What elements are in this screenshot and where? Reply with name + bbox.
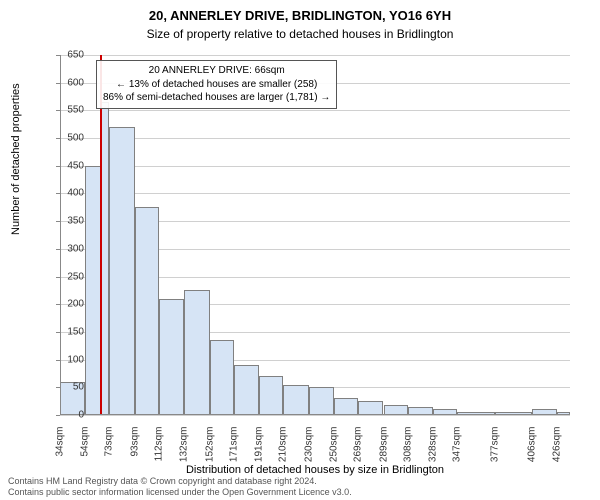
annotation-line1: 20 ANNERLEY DRIVE: 66sqm: [103, 64, 330, 78]
chart-container: 20, ANNERLEY DRIVE, BRIDLINGTON, YO16 6Y…: [0, 0, 600, 500]
gridline: [60, 138, 570, 139]
xtick-label: 73sqm: [104, 427, 115, 477]
histogram-bar: [234, 365, 259, 415]
footer-line2: Contains public sector information licen…: [8, 487, 352, 498]
ytick-label: 0: [44, 410, 84, 421]
ytick-label: 650: [44, 50, 84, 61]
histogram-bar: [85, 166, 100, 415]
histogram-bar: [159, 299, 184, 415]
histogram-bar: [283, 385, 308, 415]
chart-subtitle: Size of property relative to detached ho…: [0, 27, 600, 41]
xtick-label: 230sqm: [303, 427, 314, 477]
gridline: [60, 193, 570, 194]
ytick-label: 500: [44, 133, 84, 144]
footer-line1: Contains HM Land Registry data © Crown c…: [8, 476, 352, 487]
y-axis-label: Number of detached properties: [10, 83, 22, 235]
histogram-bar: [184, 290, 209, 415]
gridline: [60, 415, 570, 416]
xtick-label: 93sqm: [129, 427, 140, 477]
xtick-label: 347sqm: [452, 427, 463, 477]
histogram-bar: [210, 340, 234, 415]
annotation-line3: 86% of semi-detached houses are larger (…: [103, 91, 330, 105]
xtick-label: 210sqm: [278, 427, 289, 477]
gridline: [60, 166, 570, 167]
xtick-label: 171sqm: [228, 427, 239, 477]
ytick-label: 450: [44, 160, 84, 171]
xtick-label: 289sqm: [378, 427, 389, 477]
marker-line: [100, 55, 102, 415]
histogram-bar: [334, 398, 358, 415]
xtick-label: 191sqm: [254, 427, 265, 477]
histogram-bar: [135, 207, 159, 415]
ytick-label: 150: [44, 326, 84, 337]
gridline: [60, 110, 570, 111]
ytick-label: 250: [44, 271, 84, 282]
histogram-bar: [101, 102, 110, 415]
xtick-label: 406sqm: [526, 427, 537, 477]
histogram-bar: [259, 376, 283, 415]
xtick-label: 112sqm: [153, 427, 164, 477]
xtick-label: 152sqm: [204, 427, 215, 477]
xtick-label: 426sqm: [552, 427, 563, 477]
xtick-label: 328sqm: [427, 427, 438, 477]
ytick-label: 550: [44, 105, 84, 116]
xtick-label: 377sqm: [490, 427, 501, 477]
xtick-label: 269sqm: [353, 427, 364, 477]
histogram-bar: [309, 387, 334, 415]
xtick-label: 34sqm: [55, 427, 66, 477]
ytick-label: 300: [44, 243, 84, 254]
ytick-label: 200: [44, 299, 84, 310]
histogram-bar: [358, 401, 383, 415]
ytick-label: 50: [44, 382, 84, 393]
xtick-label: 250sqm: [329, 427, 340, 477]
xtick-label: 54sqm: [80, 427, 91, 477]
histogram-bar: [109, 127, 134, 415]
xtick-label: 132sqm: [179, 427, 190, 477]
ytick-label: 350: [44, 216, 84, 227]
ytick-label: 400: [44, 188, 84, 199]
xtick-label: 308sqm: [402, 427, 413, 477]
annotation-line2: ← 13% of detached houses are smaller (25…: [103, 78, 330, 92]
ytick-label: 100: [44, 354, 84, 365]
chart-title: 20, ANNERLEY DRIVE, BRIDLINGTON, YO16 6Y…: [0, 0, 600, 25]
ytick-label: 600: [44, 77, 84, 88]
gridline: [60, 55, 570, 56]
footer: Contains HM Land Registry data © Crown c…: [8, 476, 352, 498]
annotation-box: 20 ANNERLEY DRIVE: 66sqm ← 13% of detach…: [96, 60, 337, 109]
plot-area: 20 ANNERLEY DRIVE: 66sqm ← 13% of detach…: [60, 55, 570, 415]
x-axis: [60, 414, 570, 415]
